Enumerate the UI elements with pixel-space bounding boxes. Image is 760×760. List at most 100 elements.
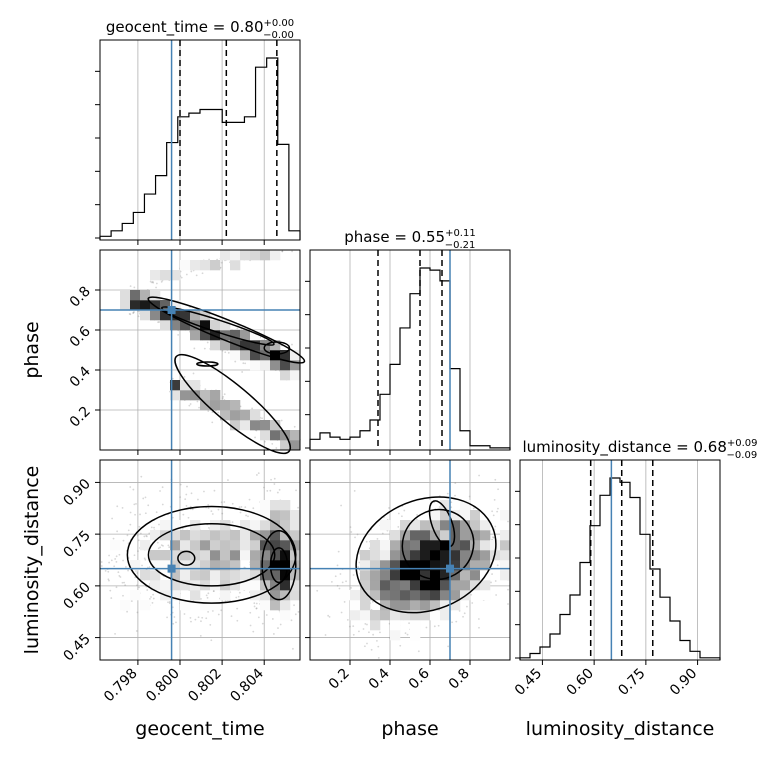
density-cell — [200, 330, 211, 341]
sample-point — [272, 633, 275, 635]
density-cell — [250, 590, 261, 601]
sample-point — [122, 594, 124, 597]
density-cell — [380, 570, 391, 581]
sample-point — [227, 479, 229, 481]
sample-point — [186, 485, 188, 488]
x-tick-label: 0.60 — [564, 666, 597, 699]
density-cell — [460, 540, 471, 551]
density-cell — [430, 540, 441, 551]
density-cell — [260, 500, 271, 511]
density-cell — [180, 260, 191, 271]
density-cell — [430, 550, 441, 561]
density-cell — [260, 510, 271, 521]
histogram-step — [309, 267, 511, 450]
sample-point — [356, 533, 359, 536]
axes-frame — [519, 459, 721, 661]
sample-point — [451, 621, 454, 624]
sample-point — [151, 601, 154, 604]
density-cell — [480, 580, 491, 591]
sample-point — [148, 532, 151, 535]
contour-level — [147, 296, 306, 364]
density-cell — [380, 580, 391, 591]
density-cell — [230, 410, 241, 421]
density-cell — [270, 540, 281, 551]
density-cell — [430, 560, 441, 571]
sample-point — [122, 539, 125, 542]
sample-point — [339, 573, 342, 575]
histogram-luminosity_distance: 0.45 0.60 0.75 0.90 luminosity_distance = 0.… — [512, 438, 758, 699]
density-cell — [270, 350, 281, 361]
sample-point — [200, 620, 202, 623]
density-cell — [270, 520, 281, 531]
sample-point — [155, 282, 158, 285]
sample-point — [252, 507, 255, 510]
density-cell — [150, 570, 161, 581]
y-tick-label: 0.4 — [67, 363, 94, 390]
sample-point — [222, 395, 225, 398]
sample-point — [138, 525, 141, 528]
density-cell — [280, 530, 291, 541]
sample-point — [172, 622, 175, 625]
density-cell — [480, 540, 491, 551]
density-cell — [130, 290, 141, 301]
axes-frame — [99, 39, 301, 241]
sample-point — [185, 273, 188, 276]
sample-point — [167, 544, 170, 547]
density-cell — [220, 250, 231, 261]
density-cell — [160, 310, 171, 321]
density-cell — [240, 570, 251, 581]
sample-point — [155, 286, 157, 289]
sample-point — [376, 639, 378, 642]
y-axis-label-luminosity_distance: luminosity_distance — [21, 466, 43, 655]
density-cell — [260, 430, 271, 441]
density-cell — [370, 570, 381, 581]
contour-level — [147, 523, 276, 587]
sample-point — [454, 482, 457, 484]
density-cell — [370, 580, 381, 591]
sample-point — [185, 504, 188, 507]
density-cell — [430, 610, 441, 621]
sample-point — [337, 550, 340, 553]
density-cell — [370, 620, 381, 631]
density-cell — [270, 580, 281, 591]
density-cell — [170, 590, 181, 601]
density-cell — [260, 550, 271, 561]
sample-point — [472, 507, 475, 510]
sample-point — [143, 557, 146, 560]
sample-point — [343, 601, 346, 603]
sample-point — [137, 315, 140, 318]
sample-point — [271, 442, 274, 445]
sample-point — [159, 546, 162, 549]
density-cell — [470, 550, 481, 561]
x-tick-label: 0.8 — [446, 666, 473, 693]
y-axis-label-phase: phase — [21, 321, 43, 378]
sample-point — [328, 616, 331, 618]
density-cell — [410, 540, 421, 551]
sample-point — [149, 280, 152, 283]
title-plus: +0.00 — [264, 18, 295, 29]
sample-point — [213, 489, 216, 492]
sample-point — [379, 631, 381, 634]
sample-point — [254, 436, 256, 439]
sample-point — [366, 623, 368, 626]
sample-point — [136, 611, 139, 614]
sample-point — [158, 523, 160, 526]
density-cell — [410, 580, 421, 591]
density-cell — [260, 520, 271, 531]
density-cell — [460, 530, 471, 541]
density-cell — [230, 260, 241, 271]
density-cell — [440, 500, 451, 511]
density-cell — [420, 540, 431, 551]
density-cell — [260, 250, 271, 261]
sample-point — [239, 511, 242, 514]
density-cell — [140, 600, 151, 611]
density-cell — [150, 560, 161, 571]
sample-point — [265, 614, 268, 616]
sample-point — [358, 630, 360, 633]
density-cell — [230, 400, 241, 411]
density-cell — [450, 580, 461, 591]
axes-frame — [309, 249, 511, 451]
density-cell — [260, 600, 271, 611]
x-tick-label: 0.6 — [406, 665, 433, 692]
density-cell — [180, 580, 191, 591]
